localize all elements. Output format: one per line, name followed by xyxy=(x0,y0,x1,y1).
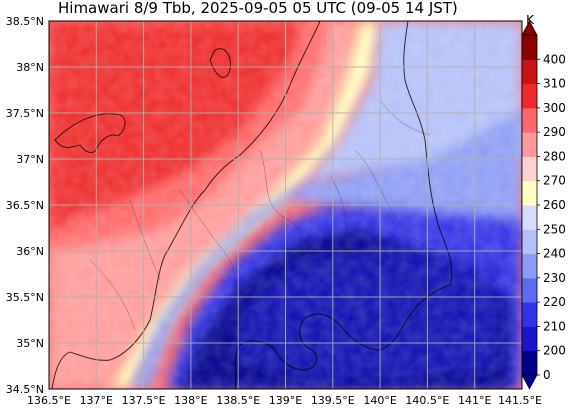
lat-labels: 38.5°N 38°N 37.5°N 37°N 36.5°N 36°N 35.5… xyxy=(6,15,44,396)
colorbar-tick-label: 270 xyxy=(543,174,566,188)
lon-label: 139°E xyxy=(269,394,302,407)
colorbar-segment xyxy=(522,277,537,303)
colorbar-segment xyxy=(522,326,537,352)
colorbar-tick-label: 0 xyxy=(543,368,551,382)
gridlines xyxy=(49,21,522,389)
lat-label: 38°N xyxy=(16,61,44,74)
colorbar-over-triangle xyxy=(521,20,538,36)
coastlines xyxy=(51,21,453,389)
colorbar-segment xyxy=(522,302,537,327)
map-title: Himawari 8/9 Tbb, 2025-09-05 05 UTC (09-… xyxy=(58,0,458,17)
lat-label: 36°N xyxy=(16,245,44,258)
colorbar-tick-label: 290 xyxy=(543,125,566,139)
colorbar-tick-label: 310 xyxy=(543,77,566,91)
lat-label: 38.5°N xyxy=(6,15,44,28)
lon-label: 138.5°E xyxy=(216,394,260,407)
colorbar-tick-label: 200 xyxy=(543,344,566,358)
lon-labels: 136.5°E 137°E 137.5°E 138°E 138.5°E 139°… xyxy=(27,394,542,407)
colorbar-tick-label: 400 xyxy=(543,52,566,66)
lat-label: 37°N xyxy=(16,153,44,166)
lat-label: 35°N xyxy=(16,337,44,350)
colorbar-tick-label: 300 xyxy=(543,101,566,115)
colorbar-segment xyxy=(522,180,537,206)
lon-label: 141.5°E xyxy=(498,394,542,407)
colorbar-segment xyxy=(522,350,537,376)
lon-label: 141°E xyxy=(458,394,491,407)
lon-label: 136.5°E xyxy=(27,394,71,407)
colorbar-tick-label: 240 xyxy=(543,247,566,261)
lat-label: 34.5°N xyxy=(6,383,44,396)
colorbar-unit: K xyxy=(526,13,535,27)
colorbar-segment xyxy=(522,35,537,60)
colorbar-under-triangle xyxy=(521,374,538,390)
colorbar-segment xyxy=(522,59,537,85)
colorbar-tick-label: 250 xyxy=(543,222,566,236)
lon-label: 137.5°E xyxy=(122,394,166,407)
colorbar-segment xyxy=(522,205,537,230)
colorbar-segment xyxy=(522,107,537,133)
lat-label: 35.5°N xyxy=(6,291,44,304)
lon-label: 137°E xyxy=(80,394,113,407)
lat-label: 37.5°N xyxy=(6,107,44,120)
colorbar-tick-label: 210 xyxy=(543,319,566,333)
colorbar-tick-label: 260 xyxy=(543,198,566,212)
colorbar-segment xyxy=(522,229,537,255)
colorbar-tick-label: 220 xyxy=(543,295,566,309)
map-panel xyxy=(49,21,522,389)
lon-label: 140°E xyxy=(363,394,396,407)
colorbar-segment xyxy=(522,156,537,182)
colorbar-segment xyxy=(522,83,537,109)
lon-label: 140.5°E xyxy=(405,394,449,407)
colorbar-segment xyxy=(522,132,537,157)
colorbar: K 0 200 210 220 230 240 250 260 270 280 290 300 310 4… xyxy=(521,13,566,390)
lat-label: 36.5°N xyxy=(6,199,44,212)
lon-label: 139.5°E xyxy=(311,394,355,407)
colorbar-segment xyxy=(522,253,537,279)
lon-label: 138°E xyxy=(174,394,207,407)
colorbar-tick-label: 230 xyxy=(543,271,566,285)
colorbar-tick-label: 280 xyxy=(543,149,566,163)
